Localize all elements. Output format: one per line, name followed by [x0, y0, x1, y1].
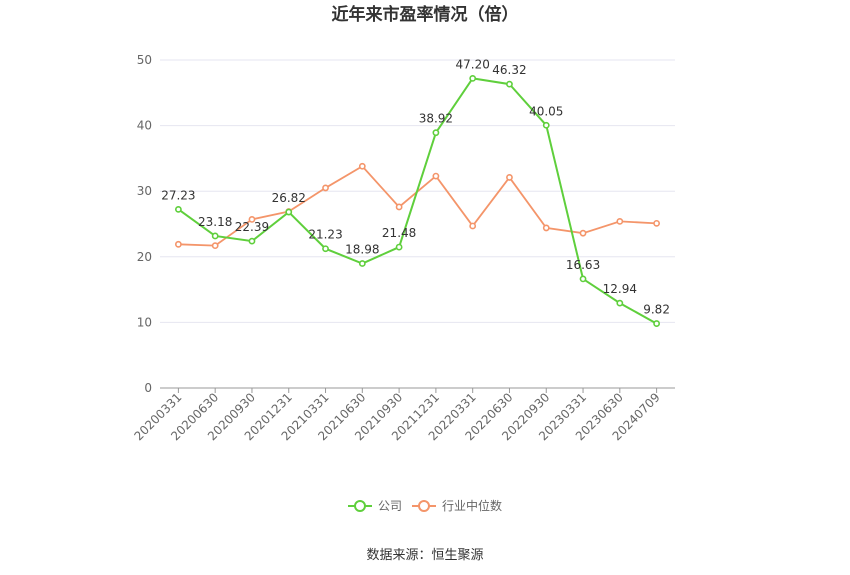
- data-point-industry: [322, 184, 329, 192]
- y-tick-label: 30: [137, 184, 152, 198]
- series-line-company: [177, 77, 658, 325]
- data-point-company: [211, 232, 219, 240]
- data-point-company: [653, 320, 661, 327]
- data-point-industry: [358, 162, 366, 170]
- data-label-company: 16.63: [566, 258, 600, 272]
- data-point-industry: [211, 242, 219, 250]
- y-tick-label: 20: [137, 250, 152, 264]
- data-point-company: [469, 74, 477, 82]
- data-point-industry: [469, 222, 477, 230]
- data-label-company: 47.20: [455, 57, 489, 71]
- chart-title: 近年来市盈率情况（倍）: [332, 4, 519, 25]
- data-point-industry: [653, 219, 661, 227]
- data-point-company: [395, 243, 403, 251]
- data-point-company: [432, 129, 440, 137]
- legend-marker-industry: [418, 500, 430, 512]
- data-point-industry: [542, 224, 550, 232]
- data-label-company: 46.32: [492, 63, 526, 77]
- legend-item-industry[interactable]: 行业中位数: [412, 498, 502, 513]
- legend-item-company[interactable]: 公司: [348, 499, 402, 513]
- data-label-company: 27.23: [161, 188, 195, 202]
- data-label-company: 23.18: [198, 215, 232, 229]
- series-layer: [174, 74, 661, 327]
- y-tick-label: 10: [137, 315, 152, 329]
- data-point-industry: [395, 203, 403, 211]
- data-label-company: 9.82: [643, 303, 670, 317]
- data-source: 数据来源：恒生聚源: [366, 548, 483, 563]
- data-point-company: [506, 80, 513, 88]
- data-label-company: 18.98: [345, 242, 379, 256]
- data-point-industry: [432, 172, 440, 180]
- data-label-company: 21.23: [308, 228, 342, 242]
- legend-marker-company: [354, 500, 366, 512]
- data-point-industry: [174, 240, 182, 248]
- data-label-company: 12.94: [603, 282, 637, 296]
- data-point-company: [616, 299, 624, 307]
- data-label-company: 26.82: [272, 191, 306, 205]
- data-point-company: [322, 245, 329, 253]
- data-point-company: [542, 121, 550, 129]
- data-label-company: 22.39: [235, 220, 269, 234]
- data-point-industry: [248, 216, 256, 223]
- data-point-company: [174, 205, 182, 213]
- y-tick-label: 40: [137, 119, 152, 133]
- data-point-company: [248, 237, 256, 245]
- legend: 公司 行业中位数: [348, 498, 502, 513]
- data-point-industry: [579, 229, 587, 237]
- y-tick-label: 0: [144, 381, 152, 395]
- y-tick-label: 50: [137, 53, 152, 67]
- legend-label-company: 公司: [378, 499, 402, 513]
- data-label-company: 21.48: [382, 226, 416, 240]
- data-point-company: [579, 275, 587, 283]
- data-point-industry: [616, 217, 624, 225]
- data-label-company: 38.92: [419, 112, 453, 126]
- data-point-company: [285, 208, 293, 216]
- data-point-company: [358, 260, 366, 267]
- data-label-company: 40.05: [529, 104, 563, 118]
- legend-label-industry: 行业中位数: [442, 498, 502, 513]
- data-point-industry: [506, 174, 513, 181]
